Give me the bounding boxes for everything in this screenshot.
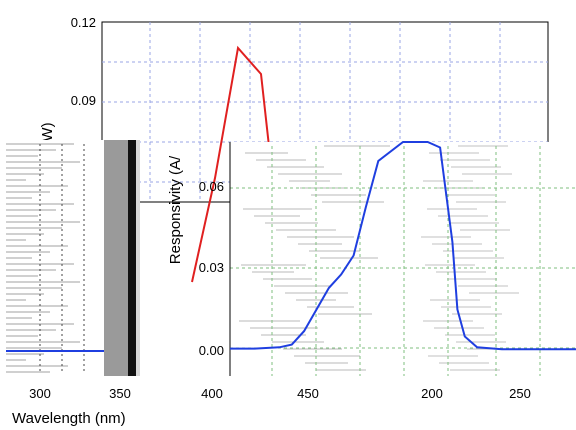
back-y-tick-label: 0.12 [71, 15, 96, 30]
front-grid [230, 146, 576, 376]
front-plot: 0.06 0.03 0.00 Responsivity (A/ [167, 141, 576, 378]
separator-bar-light [136, 140, 140, 376]
x-tick-label: 250 [509, 386, 531, 401]
front-y-axis-title: Responsivity (A/ [167, 155, 184, 264]
back-y-axis-title-fragment: W) [39, 122, 56, 141]
x-tick-label: 450 [297, 386, 319, 401]
front-series-line [230, 141, 576, 351]
x-tick-label: 350 [109, 386, 131, 401]
separator-bar-black [128, 140, 136, 376]
x-tick-label: 300 [29, 386, 51, 401]
front-plot-background [230, 142, 576, 378]
x-axis-title: Wavelength (nm) [12, 410, 126, 427]
front-y-ticks: 0.06 0.03 0.00 [199, 179, 224, 358]
front-y-tick-label: 0.03 [199, 260, 224, 275]
left-panel-stripes [6, 143, 85, 373]
separator-bar-gray [104, 140, 128, 376]
x-tick-label: 400 [201, 386, 223, 401]
front-y-tick-label: 0.00 [199, 343, 224, 358]
x-tick-label: 200 [421, 386, 443, 401]
back-y-tick-label: 0.09 [71, 93, 96, 108]
x-axis: 300 350 400 450 200 250 Wavelength (nm) [12, 386, 531, 427]
front-y-tick-label: 0.06 [199, 179, 224, 194]
separator-bar [104, 140, 140, 376]
back-y-ticks: 0.12 0.09 [71, 15, 96, 108]
left-panel [0, 140, 104, 376]
back-series-line [191, 45, 274, 283]
